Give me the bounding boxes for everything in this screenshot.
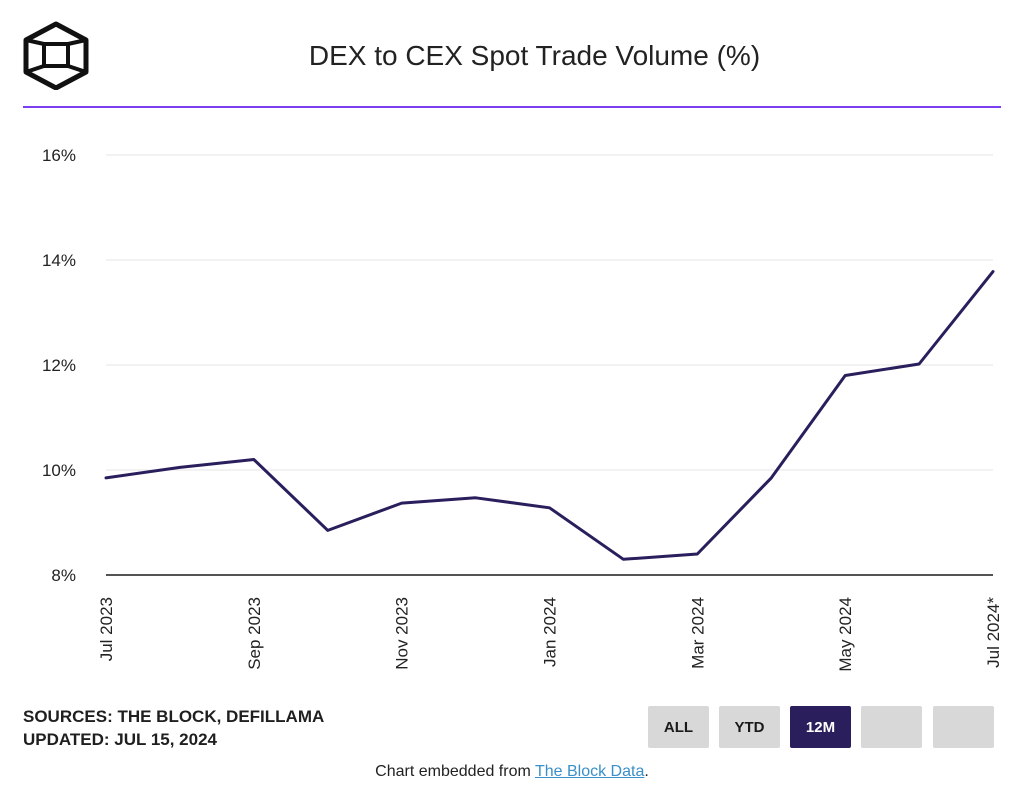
series-line <box>104 270 995 561</box>
embed-prefix: Chart embedded from <box>375 763 535 780</box>
x-tick-label: Jan 2024 <box>541 597 560 667</box>
embed-suffix: . <box>644 763 649 780</box>
x-tick-label: Jul 2023 <box>97 597 116 661</box>
embed-link[interactable]: The Block Data <box>534 763 645 780</box>
range-button-blank-2[interactable] <box>933 706 994 748</box>
y-tick-label: 16% <box>42 146 76 165</box>
title-divider <box>23 106 1001 108</box>
range-button-12m[interactable]: 12M <box>790 706 851 748</box>
line-chart: 8% 10% 12% 14% 16% Jul 2023 Sep 2023 Nov 2023 Ja… <box>42 146 1003 672</box>
x-tick-label: Sep 2023 <box>245 597 264 670</box>
range-button-all[interactable]: ALL <box>648 706 709 748</box>
the-block-cube-icon <box>23 21 89 90</box>
range-button-ytd[interactable]: YTD <box>719 706 780 748</box>
embed-notice: Chart embedded from The Block Data. <box>0 763 1024 781</box>
x-tick-label: Jul 2024* <box>984 597 1003 668</box>
x-tick-label: Mar 2024 <box>688 597 707 669</box>
y-tick-label: 10% <box>42 461 76 480</box>
y-tick-label: 12% <box>42 356 76 375</box>
chart-title: DEX to CEX Spot Trade Volume (%) <box>308 40 761 71</box>
sources-text: SOURCES: THE BLOCK, DEFILLAMA <box>23 707 325 726</box>
updated-text: UPDATED: JUL 15, 2024 <box>23 730 217 749</box>
y-tick-label: 8% <box>51 566 76 585</box>
x-tick-label: Nov 2023 <box>393 597 412 670</box>
range-button-blank-1[interactable] <box>861 706 922 748</box>
y-tick-label: 14% <box>42 251 76 270</box>
x-tick-label: May 2024 <box>836 597 855 672</box>
